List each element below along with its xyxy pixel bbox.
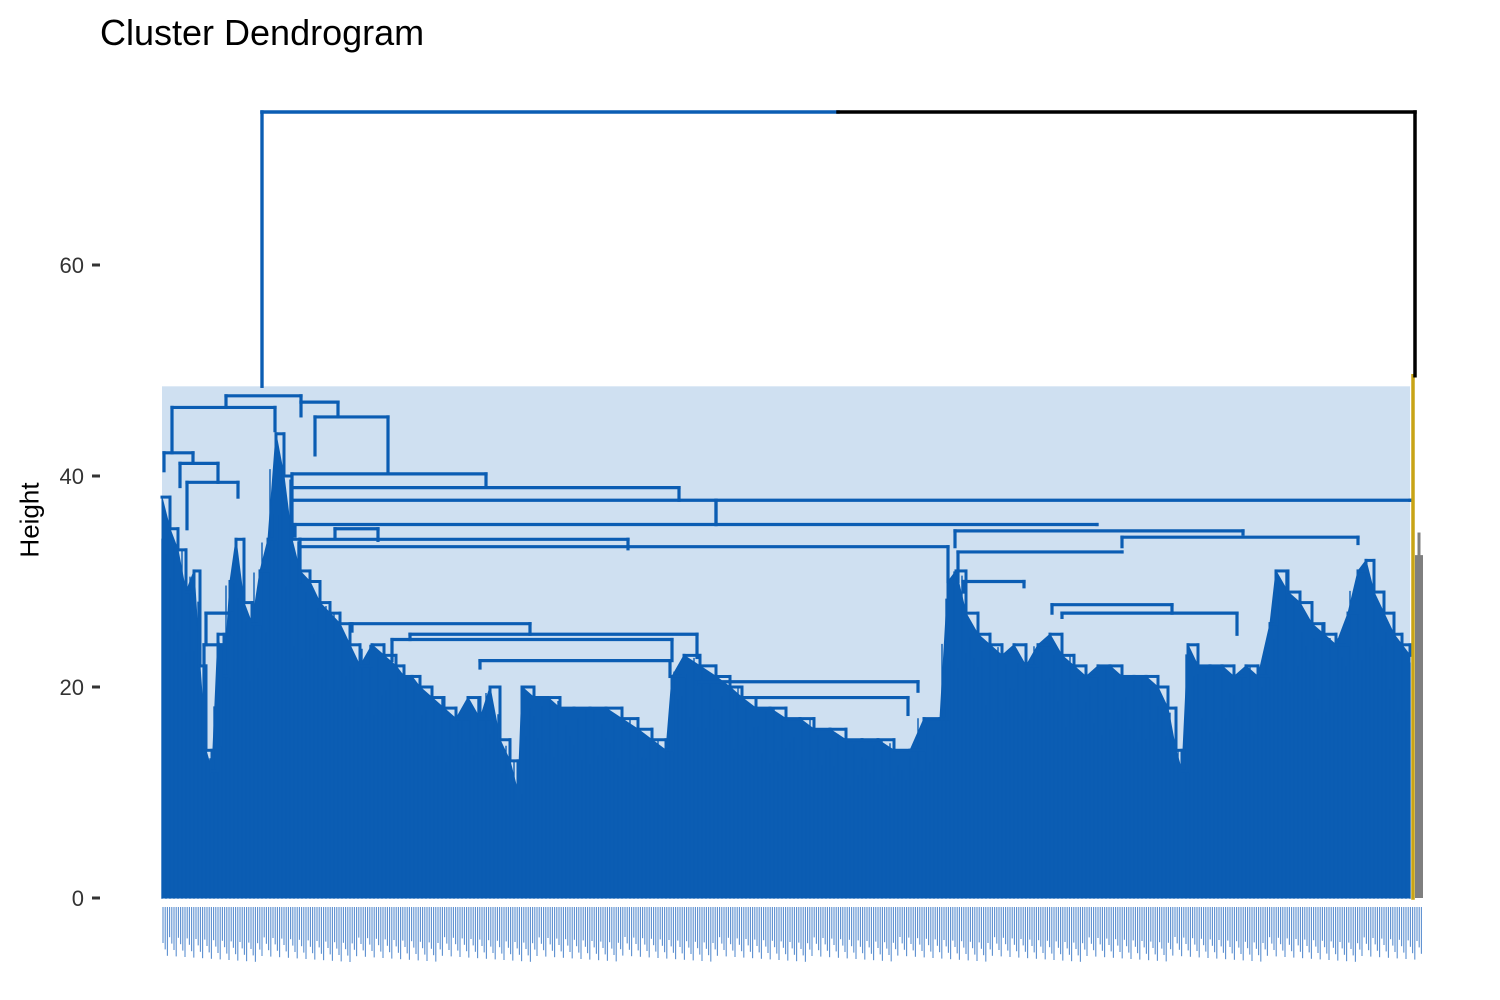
leaf-labels: [162, 907, 1422, 962]
dendrogram-branches: [160, 110, 1423, 900]
cluster-3-leaf-mass: [1415, 555, 1423, 898]
y-axis: 0 20 40 60: [60, 253, 100, 911]
y-tick-label: 60: [60, 253, 84, 278]
y-tick-label: 20: [60, 675, 84, 700]
chart-title: Cluster Dendrogram: [100, 12, 425, 53]
y-tick-label: 40: [60, 464, 84, 489]
y-tick-label: 0: [72, 886, 84, 911]
